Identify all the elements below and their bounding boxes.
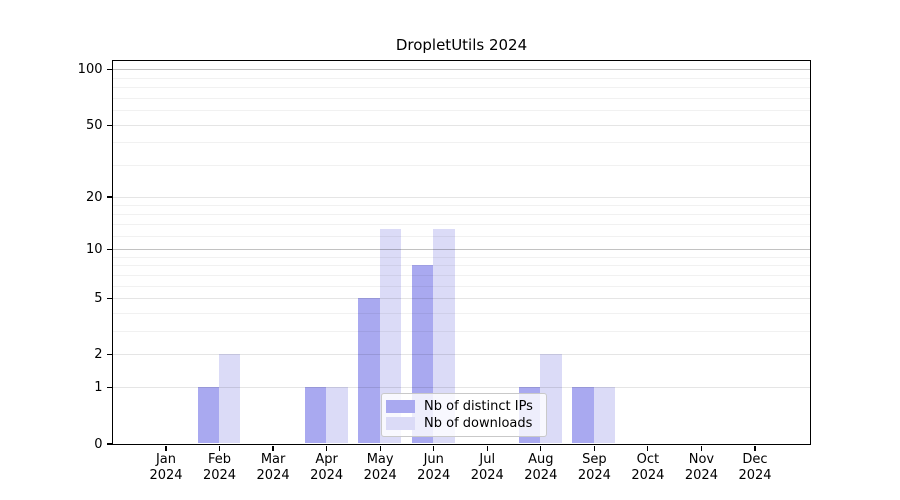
bar-distinct-ips-sep xyxy=(572,387,594,444)
gridline-minor-70 xyxy=(112,97,810,99)
bar-distinct-ips-may xyxy=(358,298,380,444)
plot-area xyxy=(111,59,811,445)
x-tick-year: 2024 xyxy=(310,468,344,483)
y-tick-label-2: 2 xyxy=(94,347,103,363)
gridline-major-50 xyxy=(112,124,810,126)
bar-downloads-sep xyxy=(593,387,616,444)
bars-layer xyxy=(113,61,810,444)
x-tick-label-jul: Jul 2024 xyxy=(457,452,517,484)
bar-distinct-ips-feb xyxy=(197,387,220,444)
x-tick-label-oct: Oct 2024 xyxy=(618,452,678,484)
gridline-major-2 xyxy=(112,354,810,356)
gridline-minor-9 xyxy=(112,256,810,258)
y-tick-label-50: 50 xyxy=(85,117,103,133)
x-tick-mark-jul xyxy=(486,445,488,451)
legend: Nb of distinct IPs Nb of downloads xyxy=(381,393,547,437)
y-tick-label-100: 100 xyxy=(77,62,103,78)
x-tick-mark-jun xyxy=(433,445,435,451)
gridline-major-5 xyxy=(112,298,810,300)
x-tick-year: 2024 xyxy=(631,468,665,483)
legend-label: Nb of downloads xyxy=(424,416,533,431)
x-tick-year: 2024 xyxy=(577,468,611,483)
x-tick-year: 2024 xyxy=(256,468,290,483)
x-tick-mark-may xyxy=(379,445,381,451)
x-tick-label-mar: Mar 2024 xyxy=(243,452,303,484)
x-tick-mark-aug xyxy=(540,445,542,451)
gridline-decade-100 xyxy=(112,69,810,71)
x-tick-year: 2024 xyxy=(417,468,451,483)
y-tick-mark-2 xyxy=(106,354,112,356)
y-tick-label-10: 10 xyxy=(85,242,103,258)
gridline-major-20 xyxy=(112,196,810,198)
x-tick-label-dec: Dec 2024 xyxy=(725,452,785,484)
gridline-minor-7 xyxy=(112,274,810,276)
gridline-minor-14 xyxy=(112,223,810,225)
gridline-minor-4 xyxy=(112,313,810,314)
x-tick-mark-mar xyxy=(272,445,274,451)
y-tick-label-1: 1 xyxy=(94,380,103,396)
x-tick-label-jun: Jun 2024 xyxy=(404,452,464,484)
y-tick-mark-1 xyxy=(106,387,112,389)
legend-label: Nb of distinct IPs xyxy=(424,399,533,414)
x-tick-label-apr: Apr 2024 xyxy=(297,452,357,484)
x-tick-mark-jan xyxy=(165,445,167,451)
legend-item-distinct-ips: Nb of distinct IPs xyxy=(386,399,539,414)
legend-swatch-distinct-ips xyxy=(386,400,415,413)
x-tick-year: 2024 xyxy=(149,468,183,483)
gridline-minor-6 xyxy=(112,285,810,287)
x-tick-year: 2024 xyxy=(363,468,397,483)
y-tick-label-20: 20 xyxy=(85,189,103,205)
gridline-minor-16 xyxy=(112,213,810,215)
gridline-minor-90 xyxy=(112,77,810,79)
x-tick-label-jan: Jan 2024 xyxy=(136,452,196,484)
y-tick-mark-20 xyxy=(106,196,112,198)
gridline-minor-12 xyxy=(112,235,810,237)
legend-swatch-downloads xyxy=(386,417,415,430)
x-tick-year: 2024 xyxy=(738,468,772,483)
x-tick-year: 2024 xyxy=(684,468,718,483)
y-tick-mark-50 xyxy=(106,124,112,126)
x-tick-mark-apr xyxy=(326,445,328,451)
y-tick-mark-10 xyxy=(106,248,112,251)
x-tick-mark-nov xyxy=(700,445,703,451)
x-tick-label-sep: Sep 2024 xyxy=(564,452,624,484)
x-tick-mark-feb xyxy=(218,445,221,451)
y-tick-label-0: 0 xyxy=(94,436,103,452)
y-tick-mark-0 xyxy=(106,443,112,445)
gridline-minor-8 xyxy=(112,265,810,267)
gridline-minor-3 xyxy=(112,331,810,333)
y-tick-mark-5 xyxy=(106,298,112,300)
grid-layer xyxy=(112,61,810,444)
bar-distinct-ips-apr xyxy=(304,387,327,444)
y-tick-label-5: 5 xyxy=(94,291,103,307)
x-tick-label-feb: Feb 2024 xyxy=(190,452,250,484)
gridline-decade-10 xyxy=(112,249,810,250)
y-tick-mark-100 xyxy=(106,69,112,71)
x-tick-mark-sep xyxy=(593,445,595,451)
gridline-major-1 xyxy=(112,387,810,389)
legend-item-downloads: Nb of downloads xyxy=(386,416,539,431)
x-tick-year: 2024 xyxy=(524,468,558,483)
gridline-minor-30 xyxy=(112,165,810,166)
bar-downloads-apr xyxy=(326,387,348,444)
gridline-minor-40 xyxy=(112,142,810,144)
gridline-minor-60 xyxy=(112,110,810,112)
x-tick-label-aug: Aug 2024 xyxy=(511,452,571,484)
x-tick-label-nov: Nov 2024 xyxy=(671,452,731,484)
bar-downloads-feb xyxy=(219,354,241,444)
x-tick-year: 2024 xyxy=(202,468,237,483)
x-tick-mark-dec xyxy=(754,445,756,451)
x-tick-mark-oct xyxy=(647,445,649,451)
x-tick-year: 2024 xyxy=(470,468,504,483)
gridline-minor-18 xyxy=(112,204,810,206)
bar-downloads-may xyxy=(379,229,402,444)
x-tick-label-may: May 2024 xyxy=(350,452,410,484)
bar-downloads-jun xyxy=(433,229,455,444)
chart-title: DropletUtils 2024 xyxy=(395,36,528,54)
gridline-minor-80 xyxy=(112,87,810,89)
